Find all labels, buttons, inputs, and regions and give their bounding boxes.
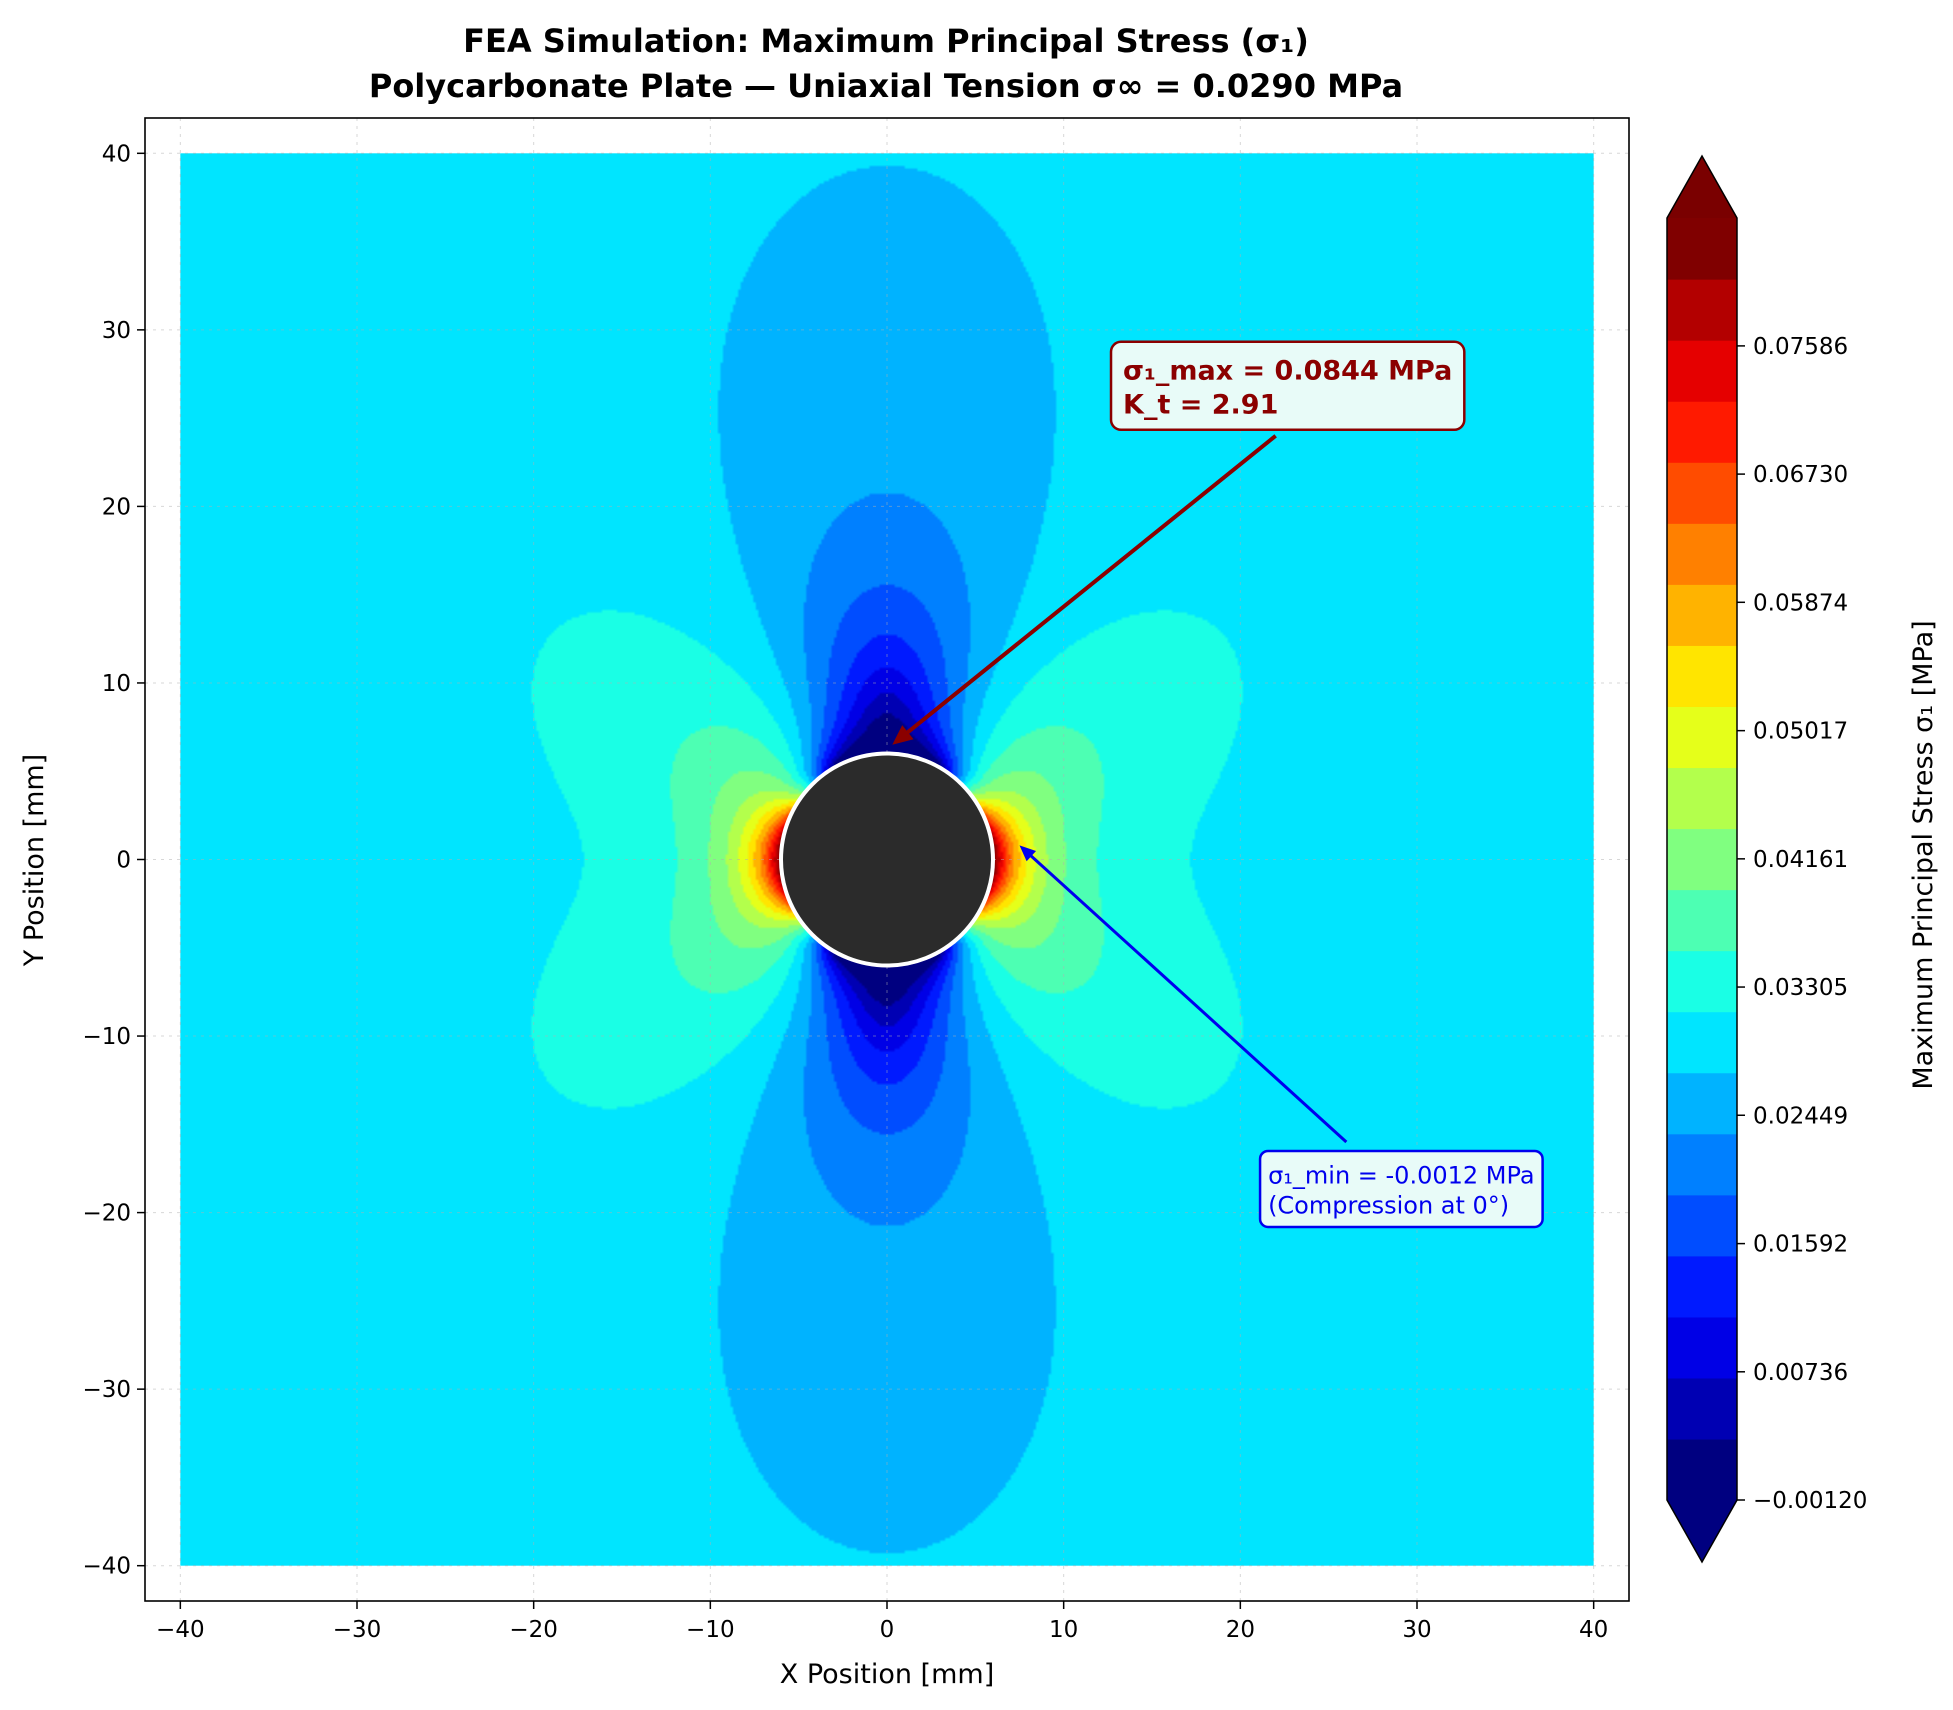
colorbar-tick-label: 0.05874	[1753, 590, 1848, 616]
colorbar-segment	[1667, 767, 1737, 830]
colorbar-tick-label: 0.07586	[1753, 334, 1848, 360]
min-stress-label: σ₁_min = -0.0012 MPa	[1268, 1162, 1535, 1190]
colorbar-extend-max	[1667, 156, 1737, 218]
max-stress-label: σ₁_max = 0.0844 MPa	[1123, 356, 1452, 387]
colorbar-segment	[1667, 1133, 1737, 1196]
colorbar-label: Maximum Principal Stress σ₁ [MPa]	[1908, 620, 1939, 1089]
colorbar-segment	[1667, 1316, 1737, 1379]
colorbar-segment	[1667, 1072, 1737, 1135]
y-tick-label: −10	[82, 1024, 131, 1050]
y-axis-label: Y Position [mm]	[19, 754, 50, 967]
colorbar-segment	[1667, 950, 1737, 1013]
x-tick-label: −10	[686, 1617, 735, 1643]
max-stress-arrowhead	[892, 725, 914, 745]
x-tick-label: 20	[1226, 1617, 1255, 1643]
colorbar-tick-label: 0.00736	[1753, 1360, 1848, 1386]
y-tick-label: 10	[102, 671, 131, 697]
x-tick-label: 0	[880, 1617, 895, 1643]
colorbar-segment	[1667, 401, 1737, 463]
colorbar-segment	[1667, 340, 1737, 402]
colorbar-segment	[1667, 1377, 1737, 1440]
colorbar-tick-label: 0.01592	[1753, 1232, 1848, 1258]
y-tick-label: 20	[102, 494, 131, 520]
compression-note: (Compression at 0°)	[1268, 1192, 1509, 1220]
colorbar-tick-label: 0.04161	[1753, 847, 1848, 873]
y-tick-label: 40	[102, 141, 131, 167]
y-axis: −40 −30 −20 −10 0 10 20 30 40	[82, 141, 145, 1580]
colorbar-segment	[1667, 889, 1737, 952]
colorbar-extend-min	[1667, 1500, 1737, 1562]
colorbar-segment	[1667, 462, 1737, 524]
colorbar-segment	[1667, 1255, 1737, 1318]
chart-title-line-1: FEA Simulation: Maximum Principal Stress…	[463, 22, 1309, 60]
colorbar-tick-label: 0.03305	[1753, 975, 1848, 1001]
min-stress-arrow	[1025, 850, 1348, 1144]
x-tick-label: 10	[1049, 1617, 1078, 1643]
colorbar-segment	[1667, 523, 1737, 585]
min-stress-box	[1258, 1149, 1544, 1229]
colorbar-segment	[1667, 1194, 1737, 1257]
x-tick-label: 30	[1402, 1617, 1431, 1643]
colorbar-tick-label: 0.02449	[1753, 1103, 1848, 1129]
colorbar-tick-label: −0.00120	[1753, 1488, 1867, 1514]
max-stress-box	[1109, 340, 1466, 432]
y-tick-label: −40	[82, 1554, 131, 1580]
colorbar-tick-label: 0.06730	[1753, 462, 1848, 488]
colorbar-tick-label: 0.05017	[1753, 719, 1848, 745]
colorbar-segment	[1667, 828, 1737, 891]
x-axis: −40 −30 −20 −10 0 10 20 30 40	[156, 1601, 1608, 1643]
x-tick-label: 40	[1579, 1617, 1608, 1643]
y-tick-label: −20	[82, 1201, 131, 1227]
max-stress-arrow	[900, 434, 1277, 739]
x-axis-label: X Position [mm]	[780, 1659, 994, 1690]
y-tick-label: 30	[102, 318, 131, 344]
min-stress-arrowhead	[1019, 845, 1037, 862]
x-tick-label: −20	[509, 1617, 558, 1643]
colorbar-segment	[1667, 1438, 1737, 1501]
colorbar: −0.00120 0.00736 0.01592 0.02449 0.03305 0.04…	[1666, 154, 1867, 1564]
y-tick-label: −30	[82, 1377, 131, 1403]
x-tick-label: −40	[156, 1617, 205, 1643]
colorbar-segment	[1667, 706, 1737, 769]
y-tick-label: 0	[116, 848, 131, 874]
x-tick-label: −30	[333, 1617, 382, 1643]
colorbar-segment	[1667, 1011, 1737, 1074]
colorbar-segment	[1667, 584, 1737, 646]
plot-area	[145, 118, 1629, 1601]
hole	[779, 751, 995, 968]
colorbar-segment	[1667, 218, 1737, 280]
annotations: σ₁_max = 0.0844 MPa K_t = 2.91 σ₁_min = …	[892, 340, 1544, 1229]
chart-title-line-2: Polycarbonate Plate — Uniaxial Tension σ…	[369, 67, 1403, 105]
colorbar-segment	[1667, 279, 1737, 341]
colorbar-segment	[1667, 645, 1737, 707]
stress-concentration-label: K_t = 2.91	[1123, 390, 1278, 421]
